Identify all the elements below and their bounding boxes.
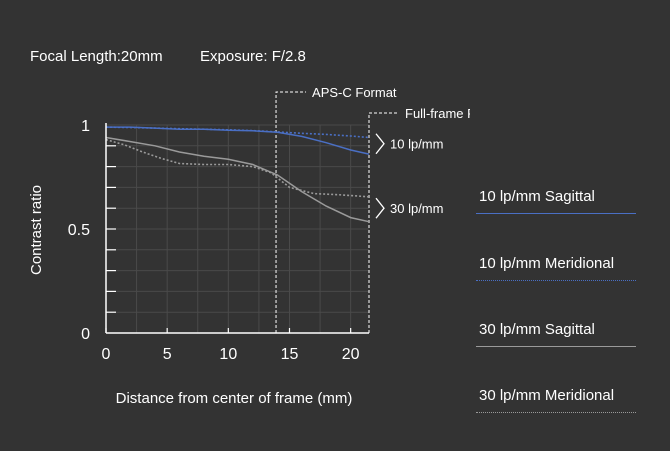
- x-tick-label: 10: [219, 346, 237, 363]
- focal-length-label: Focal Length:20mm: [30, 48, 163, 65]
- chart-axes: [105, 123, 369, 334]
- frequency-labels: 10 lp/mm 30 lp/mm: [375, 133, 443, 219]
- y-tick-label: 1: [81, 118, 90, 135]
- format-marker-line: [368, 112, 399, 333]
- x-tick-label: 20: [342, 346, 360, 363]
- tick-labels: 0 5 10 15 20 0 0.5 1: [68, 118, 360, 363]
- legend-item: 30 lp/mm Sagittal: [476, 321, 636, 347]
- format-marker-line: [275, 91, 307, 333]
- frequency-label: 30 lp/mm: [390, 201, 443, 216]
- series-line: [105, 136, 370, 223]
- format-marker-label: Full-frame Format: [405, 106, 470, 121]
- series-line: [105, 126, 370, 139]
- legend-swatch: [476, 346, 636, 347]
- x-tick-label: 5: [163, 346, 172, 363]
- legend-item: 30 lp/mm Meridional: [476, 387, 636, 413]
- legend-swatch: [476, 280, 636, 281]
- legend-label: 30 lp/mm Sagittal: [479, 321, 595, 338]
- frequency-label: 10 lp/mm: [390, 137, 443, 152]
- legend-item: 10 lp/mm Meridional: [476, 255, 636, 281]
- y-minor-ticks: [106, 145, 116, 313]
- series-line: [106, 126, 370, 155]
- format-marker-label: APS-C Format: [312, 85, 397, 100]
- legend-item: 10 lp/mm Sagittal: [476, 188, 636, 214]
- legend-swatch: [476, 213, 636, 214]
- y-tick-label: 0.5: [68, 222, 90, 239]
- legend-swatch: [476, 412, 636, 413]
- series-layer: [105, 126, 370, 223]
- x-tick-label: 15: [281, 346, 299, 363]
- exposure-label: Exposure: F/2.8: [200, 48, 306, 65]
- legend-label: 30 lp/mm Meridional: [479, 387, 615, 404]
- x-tick-label: 0: [102, 346, 111, 363]
- bracket-icon: [375, 197, 385, 219]
- legend-label: 10 lp/mm Sagittal: [479, 188, 595, 205]
- y-axis-label: Contrast ratio: [28, 185, 45, 275]
- format-markers: APS-C Format Full-frame Format: [275, 85, 470, 333]
- chart-grid: [106, 124, 369, 333]
- legend-label: 10 lp/mm Meridional: [479, 255, 615, 272]
- x-axis-label: Distance from center of frame (mm): [116, 390, 353, 407]
- bracket-icon: [375, 133, 385, 155]
- y-tick-label: 0: [81, 326, 90, 343]
- series-line: [105, 138, 370, 198]
